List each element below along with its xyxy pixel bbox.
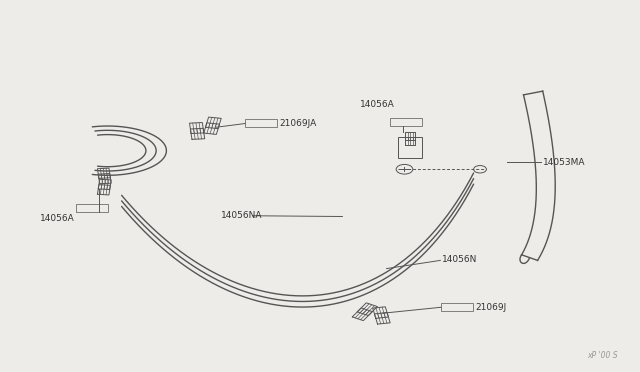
Bar: [441, 303, 473, 311]
Text: 21069JA: 21069JA: [279, 119, 316, 128]
Text: xP '00 S: xP '00 S: [587, 351, 618, 360]
Text: 14056A: 14056A: [40, 214, 75, 223]
Text: 14056NA: 14056NA: [221, 211, 263, 220]
Bar: [398, 137, 422, 158]
Bar: [76, 204, 108, 212]
Text: 21069J: 21069J: [476, 303, 507, 312]
Text: 14056A: 14056A: [360, 100, 394, 109]
Text: 14056N: 14056N: [442, 255, 477, 264]
Bar: [245, 119, 277, 127]
Bar: [390, 118, 422, 126]
Text: 14053MA: 14053MA: [543, 158, 585, 167]
